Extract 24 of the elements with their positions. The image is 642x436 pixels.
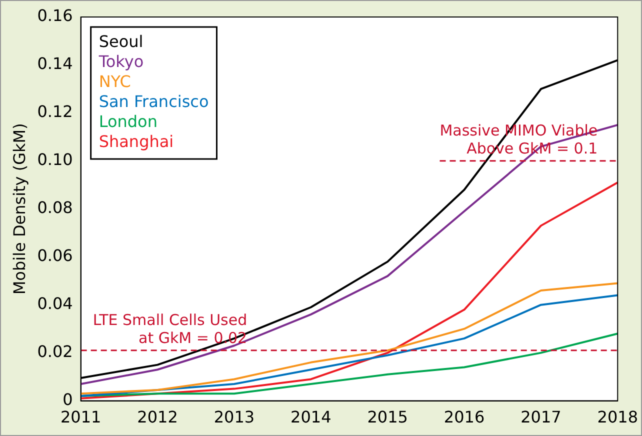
y-tick-label: 0.02 bbox=[37, 342, 73, 361]
x-tick-label: 2012 bbox=[137, 408, 178, 427]
text: NYC bbox=[98, 72, 131, 92]
y-tick-label: 0.14 bbox=[37, 54, 73, 74]
y-tick-label: 0.12 bbox=[37, 102, 73, 122]
y-tick-label: 0.16 bbox=[37, 6, 73, 26]
y-tick-label: 0.06 bbox=[37, 246, 73, 266]
y-tick-label: 0.08 bbox=[37, 198, 73, 218]
x-tick-label: 2014 bbox=[290, 408, 332, 427]
x-tick-label: 2011 bbox=[60, 408, 102, 427]
x-tick-label: 2018 bbox=[597, 408, 638, 427]
text: Shanghai bbox=[98, 132, 174, 152]
x-tick-label: 2015 bbox=[367, 408, 408, 427]
x-tick-label: 2017 bbox=[520, 408, 562, 427]
y-tick-label: 0.10 bbox=[37, 150, 73, 170]
text: San Francisco bbox=[98, 92, 209, 112]
text: Seoul bbox=[98, 32, 144, 52]
y-tick-label: 0.04 bbox=[37, 294, 73, 314]
x-tick-label: 2013 bbox=[214, 408, 255, 427]
x-tick-label: 2016 bbox=[444, 408, 485, 427]
text: Tokyo bbox=[98, 52, 144, 72]
y-tick-label: 0 bbox=[62, 390, 73, 409]
text: London bbox=[98, 112, 158, 132]
y-axis-title: Mobile Density (GkM) bbox=[10, 123, 29, 295]
